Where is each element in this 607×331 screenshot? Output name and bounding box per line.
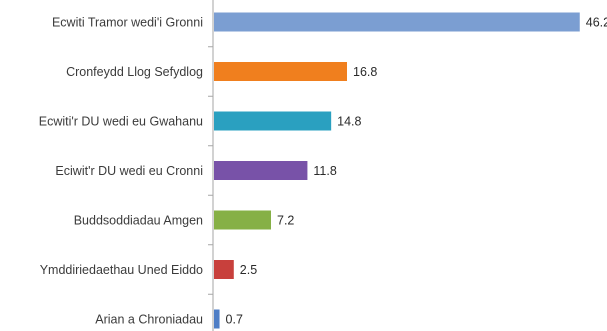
category-label: Arian a Chroniadau [95,313,203,327]
category-labels-group: Ecwiti Tramor wedi'i Gronni Cronfeydd Llo… [39,16,203,327]
value-label: 11.8 [313,164,336,178]
category-label: Cronfeydd Llog Sefydlog [66,65,203,79]
category-label: Eciwit'r DU wedi eu Cronni [55,164,203,178]
category-label: Ecwiti Tramor wedi'i Gronni [52,16,203,30]
category-label: Ymddiriedaethau Uned Eiddo [40,263,203,277]
value-label: 14.8 [337,115,361,129]
bar [214,12,580,32]
category-label: Buddsoddiadau Amgen [74,214,203,228]
bar [214,260,234,279]
value-label: 16.8 [353,65,377,79]
value-label: 46.2 [586,16,607,30]
value-label: 2.5 [240,263,257,277]
value-label: 7.2 [277,214,294,228]
bar [214,309,220,329]
value-label: 0.7 [226,313,243,327]
bar [214,62,347,81]
category-label: Ecwiti'r DU wedi eu Gwahanu [39,115,203,129]
bars-group [208,12,580,329]
value-labels-group: 46.2 16.8 14.8 11.8 7.2 2.5 0.7 [226,16,607,327]
bar [214,210,271,230]
bar [214,161,308,180]
bar [214,111,332,131]
